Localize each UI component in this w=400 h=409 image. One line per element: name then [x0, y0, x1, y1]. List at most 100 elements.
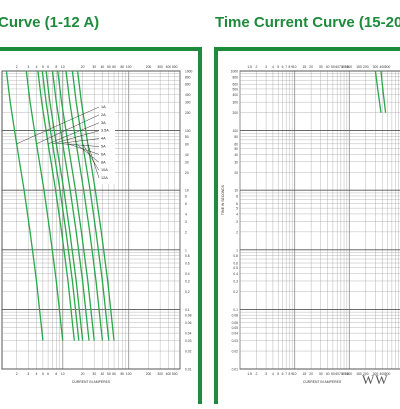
x-tick-label: 2	[16, 372, 18, 376]
x-tick-label: 5	[277, 372, 279, 376]
series-curve-5A	[51, 70, 90, 341]
legend-leader-line	[67, 143, 100, 155]
y-tick-label: 0.3	[185, 279, 190, 283]
y-tick-label: 3	[185, 220, 187, 224]
y-tick-label: 100	[232, 129, 238, 133]
legend-label-2A: 2A	[101, 113, 106, 117]
y-tick-label: 2	[185, 230, 187, 234]
x-tick-label: 8	[288, 372, 290, 376]
x-tick-label: 15	[302, 372, 306, 376]
x-tick-label: 400	[166, 372, 172, 376]
x-tick-label: 80	[120, 372, 124, 376]
x-tick-label: 4	[36, 372, 38, 376]
y-tick-label: 0.4	[233, 272, 238, 276]
y-tick-label: 0.3	[233, 279, 238, 283]
y-tick-label: 800	[185, 75, 191, 79]
y-tick-label: 0.01	[232, 368, 239, 372]
legend-label-12A: 12A	[101, 176, 108, 180]
x-tick-label: 10	[293, 372, 297, 376]
y-tick-label: 0.04	[185, 332, 192, 336]
x-tick-label: 300	[373, 372, 379, 376]
x-tick-label-top: 6	[282, 65, 284, 69]
y-tick-label: 6	[185, 202, 187, 206]
x-tick-label: 40	[101, 372, 105, 376]
y-tick-label: 0.02	[185, 350, 192, 354]
x-tick-label: 70	[339, 372, 343, 376]
x-tick-label: 3	[27, 372, 29, 376]
series-curve-2A	[25, 70, 64, 341]
x-tick-label-top: 500	[385, 65, 391, 69]
y-tick-label: 80	[234, 135, 238, 139]
y-tick-label: 800	[232, 75, 238, 79]
x-tick-label-top: 20	[309, 65, 313, 69]
x-tick-label: 500	[385, 372, 391, 376]
x-tick-label: 3	[265, 372, 267, 376]
x-tick-label-top: 2	[16, 65, 18, 69]
legend-leader-line	[36, 114, 100, 145]
y-tick-label: 10	[185, 189, 189, 193]
x-tick-label-top: 80	[120, 65, 124, 69]
y-tick-label: 0.6	[185, 262, 190, 266]
x-tick-label-top: 10	[61, 65, 65, 69]
y-tick-label: 400	[232, 93, 238, 97]
x-tick-label: 60	[335, 372, 339, 376]
y-tick-label: 0.05	[232, 326, 239, 330]
y-tick-label: 0.03	[232, 339, 239, 343]
y-tick-label: 500	[232, 87, 238, 91]
series-curve-3A	[37, 70, 75, 341]
x-tick-label: 90	[345, 372, 349, 376]
x-tick-label-top: 20	[81, 65, 85, 69]
y-tick-label: 0.01	[185, 368, 192, 372]
chart-title-right: Time Current Curve (15-20	[215, 14, 400, 31]
y-axis-label: TIME IN SECONDS	[221, 184, 225, 215]
x-tick-label-top: 10	[293, 65, 297, 69]
x-tick-label-top: 8	[55, 65, 57, 69]
y-tick-label: 400	[185, 93, 191, 97]
y-tick-label: 0.06	[232, 321, 239, 325]
y-tick-label: 100	[185, 129, 191, 133]
x-tick-label: 40	[326, 372, 330, 376]
x-tick-label-top: 200	[146, 65, 152, 69]
legend-label-3A: 3A	[101, 121, 106, 125]
x-tick-label-top: 15	[302, 65, 306, 69]
y-tick-label: 0.8	[233, 254, 238, 258]
x-tick-label: 50	[107, 372, 111, 376]
y-tick-label: 0.6	[233, 262, 238, 266]
y-tick-label: 1000	[231, 70, 239, 74]
x-tick-label: 400	[379, 372, 385, 376]
x-tick-label-top: 1.5	[247, 65, 252, 69]
watermark: WW	[362, 372, 389, 387]
chart-panel-right: 1000 800 600 500 400 300 200 100 80 60 50 40 30 20 10 8…	[214, 47, 400, 404]
x-tick-label: 200	[363, 372, 369, 376]
y-tick-label: 0.2	[185, 290, 190, 294]
x-tick-label: 4	[272, 372, 274, 376]
x-tick-label-top: 30	[319, 65, 323, 69]
x-tick-label-top: 500	[172, 65, 178, 69]
x-tick-label-top: 30	[92, 65, 96, 69]
x-tick-label: 60	[112, 372, 116, 376]
legend-label-1A: 1A	[101, 105, 106, 109]
x-tick-label-top: 40	[326, 65, 330, 69]
y-tick-label: 20	[234, 171, 238, 175]
x-tick-label-top: 50	[107, 65, 111, 69]
x-tick-label: 6	[282, 372, 284, 376]
x-tick-label: 30	[92, 372, 96, 376]
y-tick-label: 0.06	[185, 321, 192, 325]
series-curve-1A	[5, 70, 44, 341]
x-tick-label-top: 150	[356, 65, 362, 69]
series-curve-12A	[76, 70, 115, 341]
y-tick-label: 2	[236, 230, 238, 234]
x-tick-label-top: 100	[347, 65, 353, 69]
y-tick-label: 0.03	[185, 339, 192, 343]
y-tick-label: 40	[234, 153, 238, 157]
y-tick-label: 200	[185, 111, 191, 115]
x-tick-label: 1.5	[247, 372, 252, 376]
y-tick-label: 4	[185, 212, 187, 216]
x-tick-label: 100	[347, 372, 353, 376]
y-tick-label: 1000	[185, 70, 193, 74]
y-tick-label: 8	[185, 194, 187, 198]
x-tick-label-top: 3	[265, 65, 267, 69]
x-axis-label: CURRENT IN AMPERES	[72, 380, 111, 384]
x-tick-label: 30	[319, 372, 323, 376]
y-tick-label: 200	[232, 111, 238, 115]
